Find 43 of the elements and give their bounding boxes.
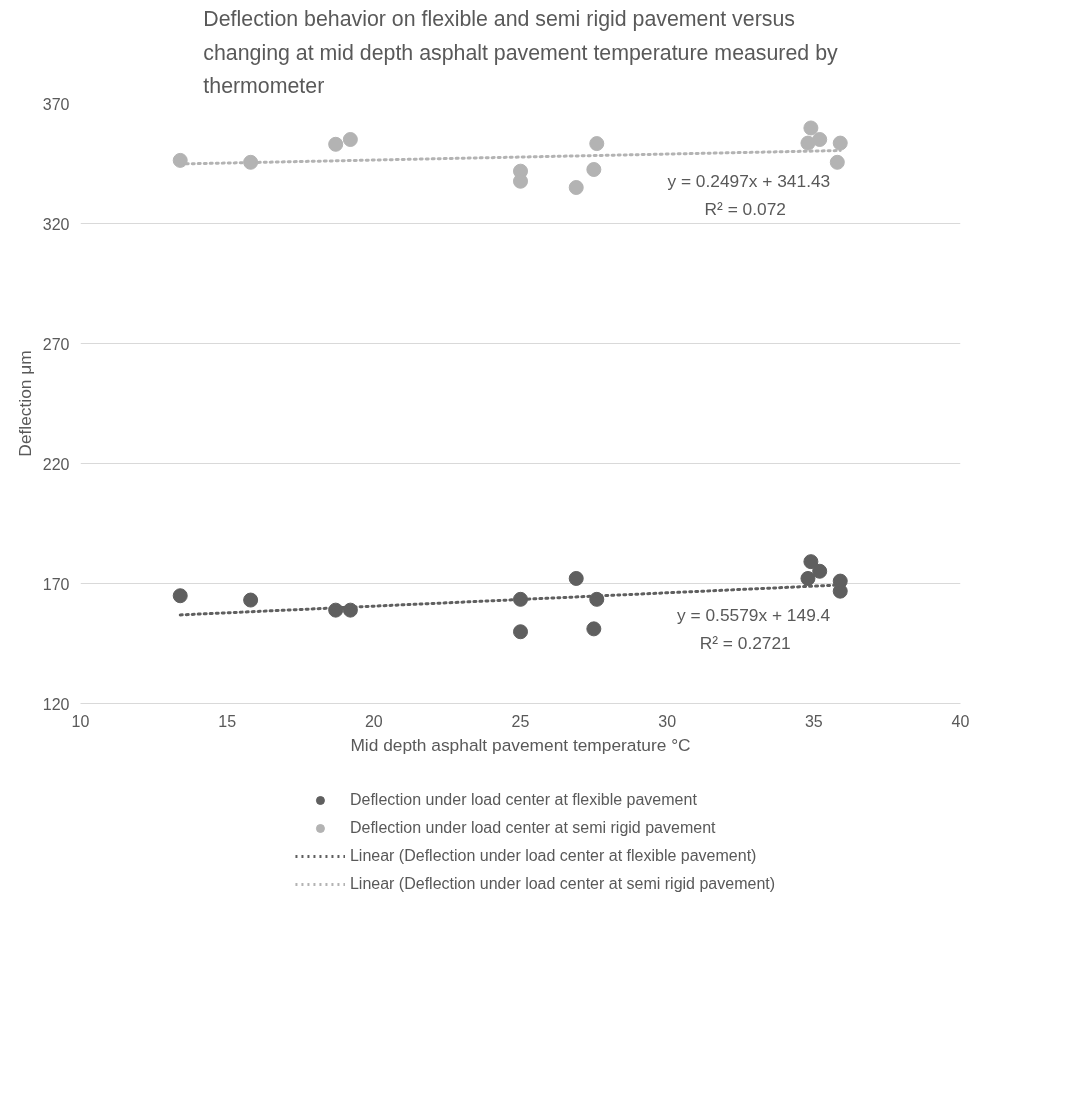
y-tick-label: 370 <box>42 95 70 113</box>
x-tick-label: 15 <box>218 712 237 730</box>
legend-label: Deflection under load center at flexible pavement <box>349 791 697 809</box>
y-tick-label: 220 <box>42 455 70 473</box>
annotation: R² = 0.072 <box>704 198 786 219</box>
x-tick-label: 30 <box>658 712 677 730</box>
annotation: y = 0.5579x + 149.4 <box>677 604 831 625</box>
point <box>589 136 605 152</box>
point <box>513 624 528 640</box>
point <box>328 136 344 152</box>
y-tick-label: 120 <box>42 695 70 713</box>
point <box>812 132 828 147</box>
point <box>800 135 816 151</box>
annotation: R² = 0.2721 <box>699 632 791 653</box>
x-tick-label: 10 <box>71 712 90 730</box>
point <box>829 154 845 170</box>
y-axis-title: Deflection μm <box>14 350 35 457</box>
x-tick-label: 35 <box>804 712 823 730</box>
legend-label: Linear (Deflection under load center at flexible pavement) <box>349 847 757 865</box>
point <box>812 563 828 579</box>
x-tick-label: 40 <box>951 712 970 730</box>
annotation: y = 0.2497x + 341.43 <box>667 170 831 191</box>
point <box>342 132 358 147</box>
point <box>568 570 584 586</box>
x-tick-label: 20 <box>364 712 383 730</box>
legend-label: Deflection under load center at semi rigid pavement <box>349 819 716 837</box>
x-axis-title: Mid depth asphalt pavement temperature °C <box>350 734 691 755</box>
chart-title: Deflection behavior on flexible and semi rigid pavement versus changing at mid depth asphalt pavement temperature measured by thermometer <box>203 7 838 99</box>
point <box>172 152 188 168</box>
point <box>832 135 848 151</box>
y-tick-label: 320 <box>42 215 70 233</box>
point <box>568 180 584 195</box>
point <box>800 570 816 586</box>
y-tick-label: 270 <box>42 335 70 353</box>
y-tick-label: 170 <box>42 575 70 593</box>
point <box>586 621 602 637</box>
point <box>243 592 259 608</box>
point <box>803 120 819 136</box>
x-tick-label: 25 <box>511 712 530 730</box>
point <box>586 162 602 177</box>
legend-label: Linear (Deflection under load center at semi rigid pavement) <box>349 875 776 893</box>
point <box>172 588 188 604</box>
point <box>803 554 819 570</box>
